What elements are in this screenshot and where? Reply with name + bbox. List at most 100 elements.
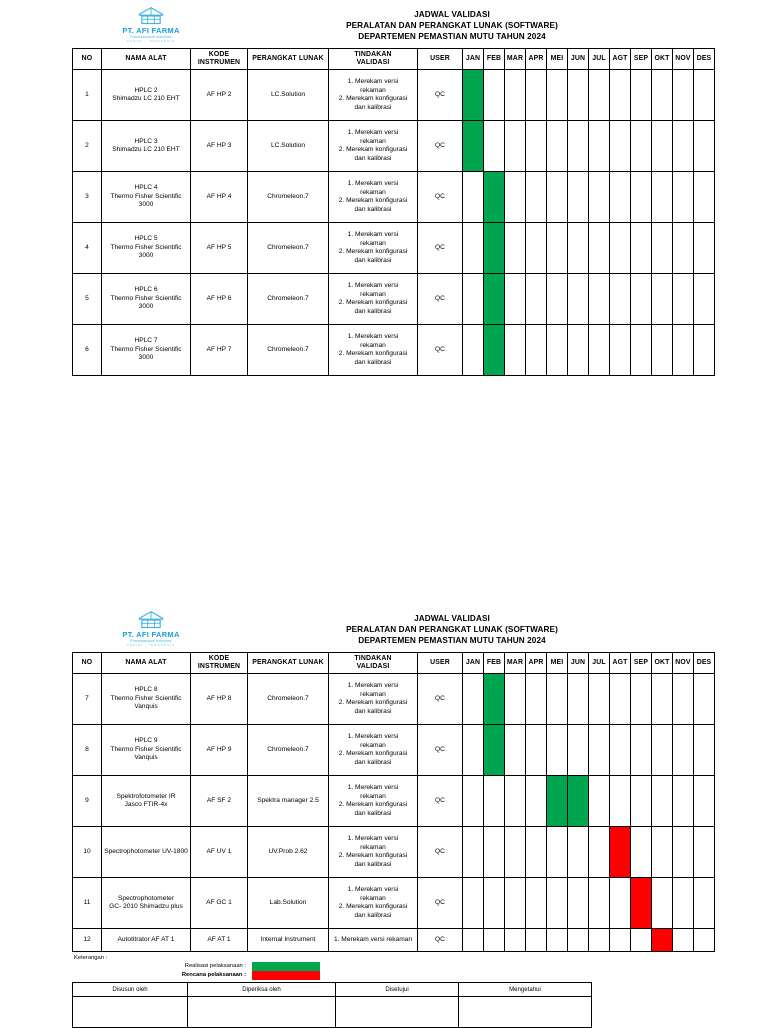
cell-month-jul[interactable] (588, 324, 610, 376)
cell-month-sep[interactable] (630, 673, 652, 725)
cell-month-mei[interactable] (546, 273, 568, 325)
cell-month-nov[interactable] (672, 826, 694, 878)
cell-month-jan[interactable] (462, 775, 484, 827)
signature-cell-mengetahui[interactable] (458, 996, 592, 1028)
cell-month-jun[interactable] (567, 877, 589, 929)
cell-month-des[interactable] (693, 877, 715, 929)
cell-month-sep[interactable] (630, 69, 652, 121)
cell-month-mei[interactable] (546, 928, 568, 952)
cell-month-des[interactable] (693, 324, 715, 376)
cell-month-mar[interactable] (504, 273, 526, 325)
cell-month-okt[interactable] (651, 724, 673, 776)
cell-month-apr[interactable] (525, 928, 547, 952)
cell-month-jun[interactable] (567, 222, 589, 274)
cell-month-jul[interactable] (588, 673, 610, 725)
cell-month-des[interactable] (693, 69, 715, 121)
cell-month-agt[interactable] (609, 324, 631, 376)
cell-month-mar[interactable] (504, 673, 526, 725)
cell-month-okt[interactable] (651, 222, 673, 274)
cell-month-jan[interactable] (462, 171, 484, 223)
cell-month-okt[interactable] (651, 673, 673, 725)
cell-month-mei[interactable] (546, 877, 568, 929)
cell-month-sep[interactable] (630, 826, 652, 878)
cell-month-mei[interactable] (546, 222, 568, 274)
cell-month-okt[interactable] (651, 928, 673, 952)
cell-month-jan[interactable] (462, 928, 484, 952)
cell-month-des[interactable] (693, 724, 715, 776)
cell-month-agt[interactable] (609, 826, 631, 878)
cell-month-agt[interactable] (609, 673, 631, 725)
cell-month-agt[interactable] (609, 775, 631, 827)
cell-month-sep[interactable] (630, 724, 652, 776)
cell-month-feb[interactable] (483, 724, 505, 776)
cell-month-sep[interactable] (630, 273, 652, 325)
cell-month-mar[interactable] (504, 724, 526, 776)
cell-month-nov[interactable] (672, 877, 694, 929)
cell-month-okt[interactable] (651, 826, 673, 878)
cell-month-feb[interactable] (483, 171, 505, 223)
cell-month-des[interactable] (693, 928, 715, 952)
cell-month-mar[interactable] (504, 120, 526, 172)
cell-month-apr[interactable] (525, 69, 547, 121)
cell-month-apr[interactable] (525, 273, 547, 325)
cell-month-mar[interactable] (504, 826, 526, 878)
cell-month-okt[interactable] (651, 775, 673, 827)
cell-month-jul[interactable] (588, 877, 610, 929)
cell-month-feb[interactable] (483, 222, 505, 274)
cell-month-jun[interactable] (567, 324, 589, 376)
signature-cell-disetujui[interactable] (335, 996, 459, 1028)
cell-month-sep[interactable] (630, 171, 652, 223)
cell-month-mar[interactable] (504, 928, 526, 952)
cell-month-mar[interactable] (504, 222, 526, 274)
cell-month-apr[interactable] (525, 877, 547, 929)
cell-month-agt[interactable] (609, 724, 631, 776)
cell-month-jun[interactable] (567, 273, 589, 325)
cell-month-jan[interactable] (462, 222, 484, 274)
cell-month-nov[interactable] (672, 928, 694, 952)
cell-month-sep[interactable] (630, 928, 652, 952)
cell-month-mei[interactable] (546, 724, 568, 776)
signature-cell-disusun[interactable] (72, 996, 188, 1028)
cell-month-jun[interactable] (567, 673, 589, 725)
cell-month-jan[interactable] (462, 724, 484, 776)
cell-month-feb[interactable] (483, 120, 505, 172)
cell-month-jun[interactable] (567, 826, 589, 878)
cell-month-okt[interactable] (651, 324, 673, 376)
cell-month-des[interactable] (693, 775, 715, 827)
cell-month-jan[interactable] (462, 324, 484, 376)
cell-month-mei[interactable] (546, 775, 568, 827)
cell-month-okt[interactable] (651, 273, 673, 325)
cell-month-apr[interactable] (525, 724, 547, 776)
cell-month-feb[interactable] (483, 69, 505, 121)
cell-month-jul[interactable] (588, 171, 610, 223)
cell-month-nov[interactable] (672, 273, 694, 325)
cell-month-mar[interactable] (504, 69, 526, 121)
cell-month-nov[interactable] (672, 171, 694, 223)
cell-month-jul[interactable] (588, 928, 610, 952)
cell-month-des[interactable] (693, 120, 715, 172)
cell-month-agt[interactable] (609, 273, 631, 325)
cell-month-apr[interactable] (525, 324, 547, 376)
cell-month-apr[interactable] (525, 826, 547, 878)
cell-month-mar[interactable] (504, 877, 526, 929)
cell-month-agt[interactable] (609, 171, 631, 223)
cell-month-jan[interactable] (462, 273, 484, 325)
cell-month-nov[interactable] (672, 222, 694, 274)
cell-month-feb[interactable] (483, 877, 505, 929)
cell-month-sep[interactable] (630, 222, 652, 274)
cell-month-agt[interactable] (609, 120, 631, 172)
cell-month-jul[interactable] (588, 724, 610, 776)
cell-month-feb[interactable] (483, 928, 505, 952)
cell-month-feb[interactable] (483, 324, 505, 376)
cell-month-mar[interactable] (504, 324, 526, 376)
cell-month-jun[interactable] (567, 928, 589, 952)
cell-month-jun[interactable] (567, 724, 589, 776)
cell-month-agt[interactable] (609, 928, 631, 952)
cell-month-jun[interactable] (567, 775, 589, 827)
cell-month-okt[interactable] (651, 171, 673, 223)
cell-month-jan[interactable] (462, 69, 484, 121)
cell-month-feb[interactable] (483, 673, 505, 725)
cell-month-des[interactable] (693, 273, 715, 325)
cell-month-nov[interactable] (672, 724, 694, 776)
cell-month-nov[interactable] (672, 120, 694, 172)
